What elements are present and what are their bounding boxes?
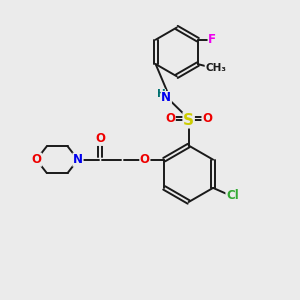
Text: H: H bbox=[157, 89, 165, 99]
Text: F: F bbox=[208, 33, 216, 46]
Text: N: N bbox=[161, 92, 171, 104]
Text: O: O bbox=[202, 112, 212, 125]
Text: O: O bbox=[140, 153, 150, 166]
Text: O: O bbox=[95, 132, 105, 146]
Text: N: N bbox=[73, 153, 83, 166]
Text: O: O bbox=[165, 112, 175, 125]
Text: O: O bbox=[32, 153, 41, 166]
Text: Cl: Cl bbox=[226, 189, 239, 202]
Text: S: S bbox=[183, 113, 194, 128]
Text: CH₃: CH₃ bbox=[205, 63, 226, 73]
